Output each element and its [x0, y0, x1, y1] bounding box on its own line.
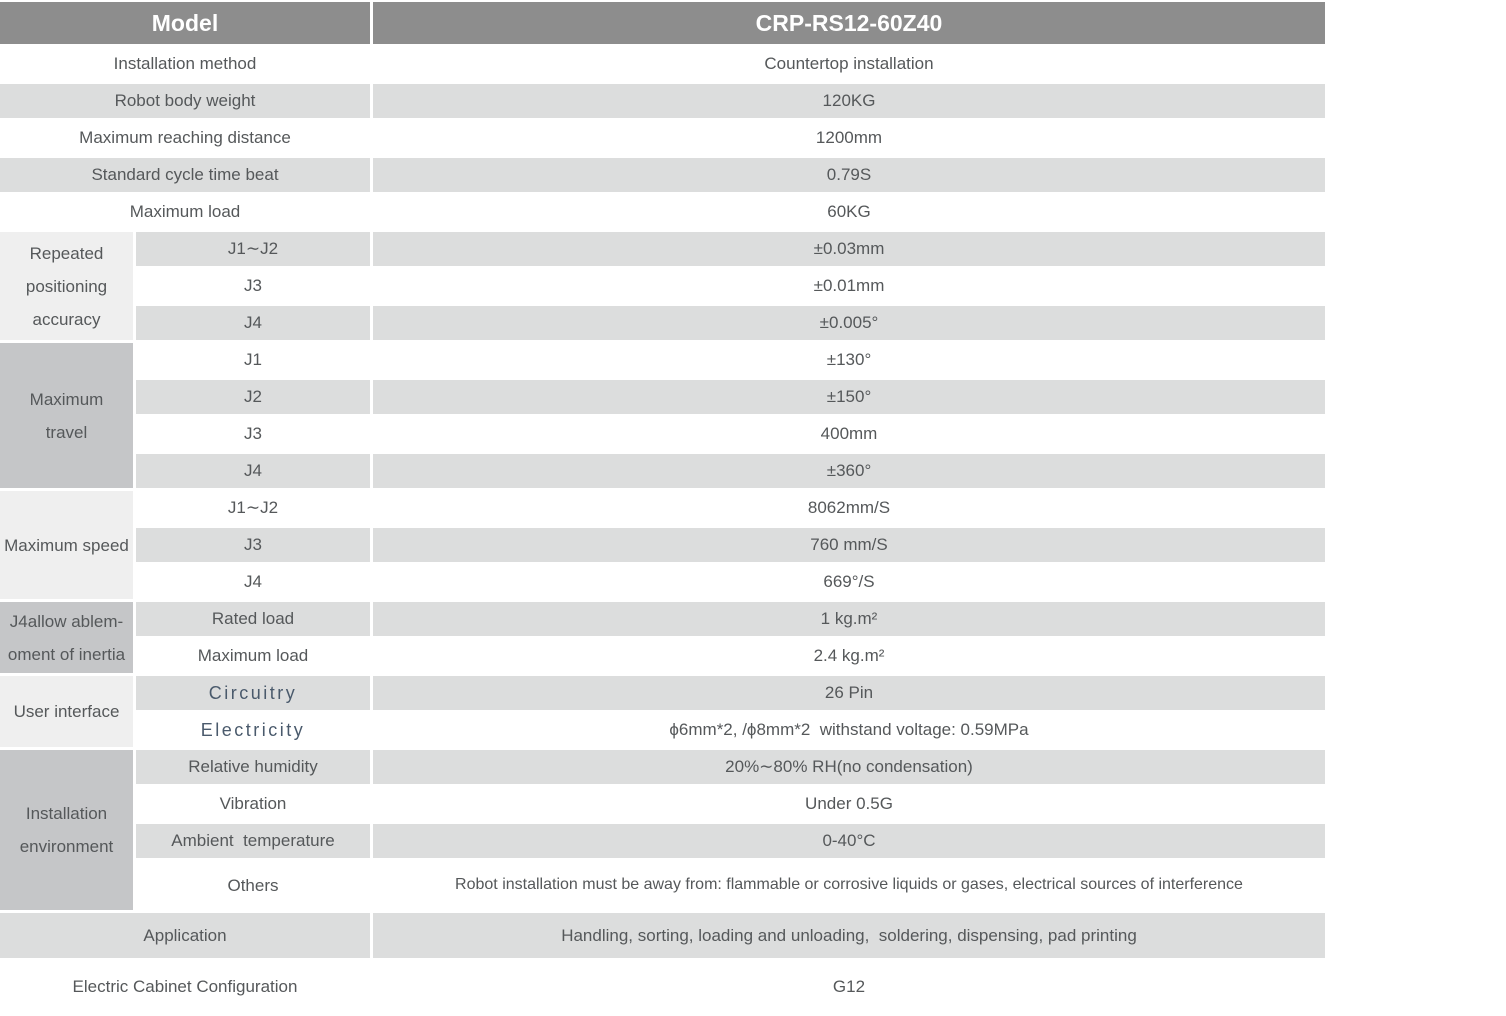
row-label: J3 [136, 269, 370, 303]
row-value: Countertop installation [373, 47, 1325, 81]
row-label: J4 [136, 306, 370, 340]
row-value: ±360° [373, 454, 1325, 488]
row-label: Maximum load [0, 195, 370, 229]
row-value: 1200mm [373, 121, 1325, 155]
row-label: Relative humidity [136, 750, 370, 784]
group-title-user-interface: User interface [0, 676, 133, 747]
row-value: 760 mm/S [373, 528, 1325, 562]
row-value: 1 kg.m² [373, 602, 1325, 636]
row-label: J3 [136, 528, 370, 562]
row-label: J2 [136, 380, 370, 414]
group-title-maximum-travel: Maximum travel [0, 343, 133, 488]
row-label: Maximum reaching distance [0, 121, 370, 155]
row-label: Ambient temperature [136, 824, 370, 858]
row-value: 26 Pin [373, 676, 1325, 710]
row-label: Electric Cabinet Configuration [0, 961, 370, 1013]
row-value: Handling, sorting, loading and unloading… [373, 913, 1325, 958]
row-value: ±150° [373, 380, 1325, 414]
group-title-maximum-speed: Maximum speed [0, 491, 133, 599]
row-value: ±130° [373, 343, 1325, 377]
row-label: Maximum load [136, 639, 370, 673]
model-value-cell: CRP-RS12-60Z40 [373, 2, 1325, 44]
row-value: ±0.03mm [373, 232, 1325, 266]
row-value: 0.79S [373, 158, 1325, 192]
row-value: 400mm [373, 417, 1325, 451]
group-title-repeated-positioning-accuracy: Repeated positioning accuracy [0, 232, 133, 340]
row-value: ±0.01mm [373, 269, 1325, 303]
row-value: Robot installation must be away from: fl… [373, 861, 1325, 910]
row-value: 669°/S [373, 565, 1325, 599]
row-label: Others [136, 861, 370, 910]
row-value: 8062mm/S [373, 491, 1325, 525]
row-value: G12 [373, 961, 1325, 1013]
spec-table: Model CRP-RS12-60Z40 Installation method… [0, 2, 1325, 1013]
row-value: 2.4 kg.m² [373, 639, 1325, 673]
row-label: J1∼J2 [136, 232, 370, 266]
row-label: Application [0, 913, 370, 958]
row-value: 120KG [373, 84, 1325, 118]
group-title-installation-environment: Installation environment [0, 750, 133, 910]
row-label: J4 [136, 565, 370, 599]
row-label: J1 [136, 343, 370, 377]
row-value: Under 0.5G [373, 787, 1325, 821]
row-value: 20%∼80% RH(no condensation) [373, 750, 1325, 784]
row-value: ϕ6mm*2, /ϕ8mm*2 withstand voltage: 0.59M… [373, 713, 1325, 747]
model-header-cell: Model [0, 2, 370, 44]
row-label: J1∼J2 [136, 491, 370, 525]
row-label: Circuitry [136, 676, 370, 710]
row-label: Standard cycle time beat [0, 158, 370, 192]
row-label: J3 [136, 417, 370, 451]
row-value: 60KG [373, 195, 1325, 229]
row-label: Robot body weight [0, 84, 370, 118]
row-label: Electricity [136, 713, 370, 747]
row-label: Installation method [0, 47, 370, 81]
group-title-j4-allowable-moment-of-inertia: J4allow ablem- oment of inertia [0, 602, 133, 673]
row-label: J4 [136, 454, 370, 488]
row-label: Rated load [136, 602, 370, 636]
row-value: ±0.005° [373, 306, 1325, 340]
row-label: Vibration [136, 787, 370, 821]
row-value: 0-40°C [373, 824, 1325, 858]
